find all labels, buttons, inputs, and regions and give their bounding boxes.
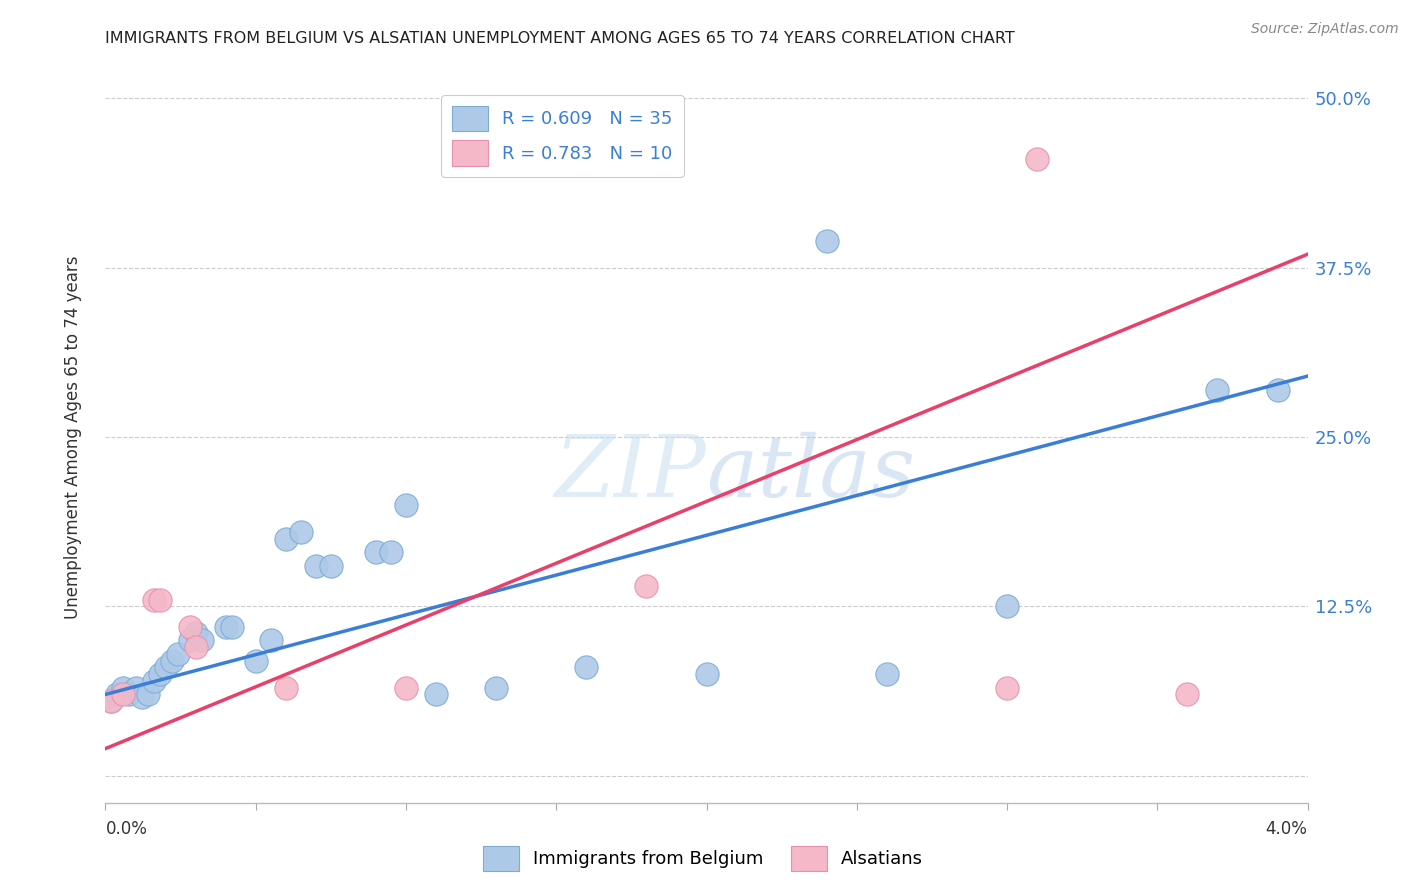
Point [118,688,141,702]
Point [100,694,122,708]
Point [155,660,177,674]
Point [190,633,212,648]
Text: IMMIGRANTS FROM BELGIUM VS ALSATIAN UNEMPLOYMENT AMONG AGES 65 TO 74 YEARS CORRE: IMMIGRANTS FROM BELGIUM VS ALSATIAN UNEM… [105,31,1015,46]
Point [636,579,658,593]
Point [184,626,207,640]
Point [815,234,838,248]
Point [305,558,328,573]
Point [214,620,236,634]
Point [575,660,598,674]
Text: 4.0%: 4.0% [1265,820,1308,838]
Point [179,620,201,634]
Point [136,688,159,702]
Point [148,667,170,681]
Point [260,633,283,648]
Point [179,633,201,648]
Point [166,647,188,661]
Point [1026,153,1049,167]
Text: Source: ZipAtlas.com: Source: ZipAtlas.com [1251,22,1399,37]
Point [160,654,183,668]
Y-axis label: Unemployment Among Ages 65 to 74 years: Unemployment Among Ages 65 to 74 years [63,255,82,619]
Point [876,667,898,681]
Point [425,688,447,702]
Point [221,620,243,634]
Point [184,640,207,654]
Text: atlas: atlas [707,433,915,515]
Text: 0.0%: 0.0% [105,820,148,838]
Point [290,524,312,539]
Point [142,673,165,688]
Point [131,690,153,705]
Point [245,654,267,668]
Point [100,694,122,708]
Point [485,681,508,695]
Point [112,688,135,702]
Point [274,681,297,695]
Point [1267,383,1289,397]
Point [696,667,718,681]
Point [1175,688,1198,702]
Point [112,681,135,695]
Point [364,545,387,559]
Point [395,681,418,695]
Point [995,599,1018,614]
Text: ZIP: ZIP [554,433,707,515]
Point [148,592,170,607]
Point [107,688,129,702]
Point [142,592,165,607]
Legend: R = 0.609   N = 35, R = 0.783   N = 10: R = 0.609 N = 35, R = 0.783 N = 10 [441,95,683,177]
Point [274,532,297,546]
Point [380,545,402,559]
Point [124,681,146,695]
Point [995,681,1018,695]
Point [319,558,342,573]
Point [1206,383,1229,397]
Point [395,498,418,512]
Legend: Immigrants from Belgium, Alsatians: Immigrants from Belgium, Alsatians [475,838,931,879]
